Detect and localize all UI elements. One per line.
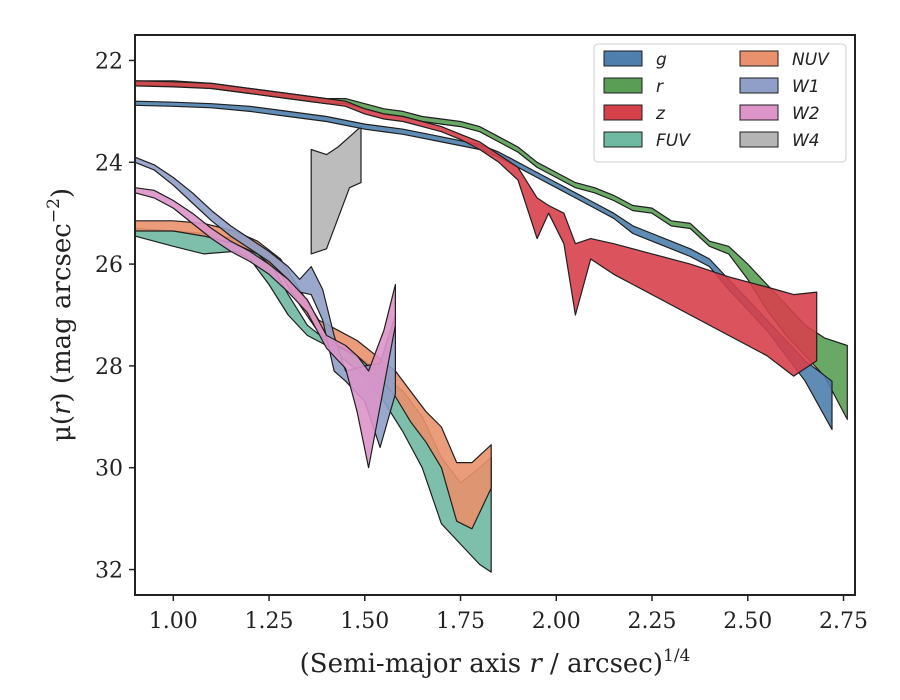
y-axis-label-exp: −2	[44, 198, 64, 223]
series-band-fuv	[134, 227, 492, 573]
legend-item-r: r	[603, 77, 664, 97]
legend-swatch	[739, 77, 779, 94]
x-tick-label: 2.50	[723, 609, 772, 634]
legend-item-w1: W1	[739, 77, 820, 97]
x-axis-label-suffix: / arcsec)	[542, 649, 663, 679]
series-band-w1	[134, 156, 396, 448]
legend-item-nuv: NUV	[739, 50, 830, 70]
y-tick-label: 24	[95, 151, 123, 176]
y-tick-label: 30	[95, 457, 123, 482]
tick-layer: 1.00 1.25 1.50 1.75 2.00 2.25 2.50 2.75 22 24 26 28…	[95, 49, 868, 634]
legend-item-g: g	[603, 50, 667, 70]
legend-swatch	[603, 77, 643, 94]
legend-label: W2	[792, 104, 820, 124]
legend: grz FUV NUV W1 W2 W4	[593, 43, 847, 163]
x-tick-label: 1.75	[436, 609, 485, 634]
y-tick-label: 32	[95, 559, 123, 584]
x-tick-label: 1.50	[340, 609, 389, 634]
x-tick-label: 2.00	[532, 609, 581, 634]
x-axis-label-var: r	[529, 649, 543, 679]
series-band-z	[134, 80, 818, 377]
legend-label: W1	[792, 77, 820, 97]
y-tick-label: 26	[95, 253, 123, 278]
legend-item-w4: W4	[739, 131, 820, 151]
legend-box	[593, 43, 847, 163]
y-axis-label-mid: ) (mag arcsec	[47, 223, 77, 402]
legend-swatch	[739, 104, 779, 121]
y-tick-label: 22	[95, 49, 123, 74]
y-axis-label-end: )	[47, 188, 77, 198]
legend-swatch	[739, 131, 779, 148]
y-axis-label-mu: μ(	[47, 415, 77, 442]
legend-label: FUV	[656, 131, 691, 151]
x-axis-label: (Semi-major axis r / arcsec)1/4	[300, 646, 691, 679]
legend-label: z	[655, 104, 666, 124]
legend-item-fuv: FUV	[603, 131, 691, 151]
legend-swatch	[603, 50, 643, 67]
x-tick-label: 1.00	[149, 609, 198, 634]
y-axis-label: μ(r) (mag arcsec−2)	[44, 188, 77, 442]
x-tick-label: 2.75	[819, 609, 868, 634]
x-tick-label: 1.25	[245, 609, 294, 634]
series-band-w4	[310, 126, 362, 255]
legend-item-z: z	[603, 104, 666, 124]
axes-frame	[134, 34, 856, 596]
legend-swatch	[739, 50, 779, 67]
y-axis-label-var: r	[47, 401, 77, 415]
series-band-w2	[134, 187, 396, 469]
legend-label: NUV	[792, 50, 830, 70]
legend-label: g	[656, 50, 667, 70]
x-axis-label-exp: 1/4	[663, 646, 690, 666]
legend-swatch	[603, 104, 643, 121]
series-layer	[134, 80, 848, 573]
legend-swatch	[603, 131, 643, 148]
y-tick-label: 28	[95, 355, 123, 380]
legend-label: r	[656, 77, 664, 97]
x-axis-label-prefix: (Semi-major axis	[300, 649, 530, 679]
x-tick-label: 2.25	[628, 609, 677, 634]
legend-label: W4	[792, 131, 820, 151]
legend-item-w2: W2	[739, 104, 820, 124]
